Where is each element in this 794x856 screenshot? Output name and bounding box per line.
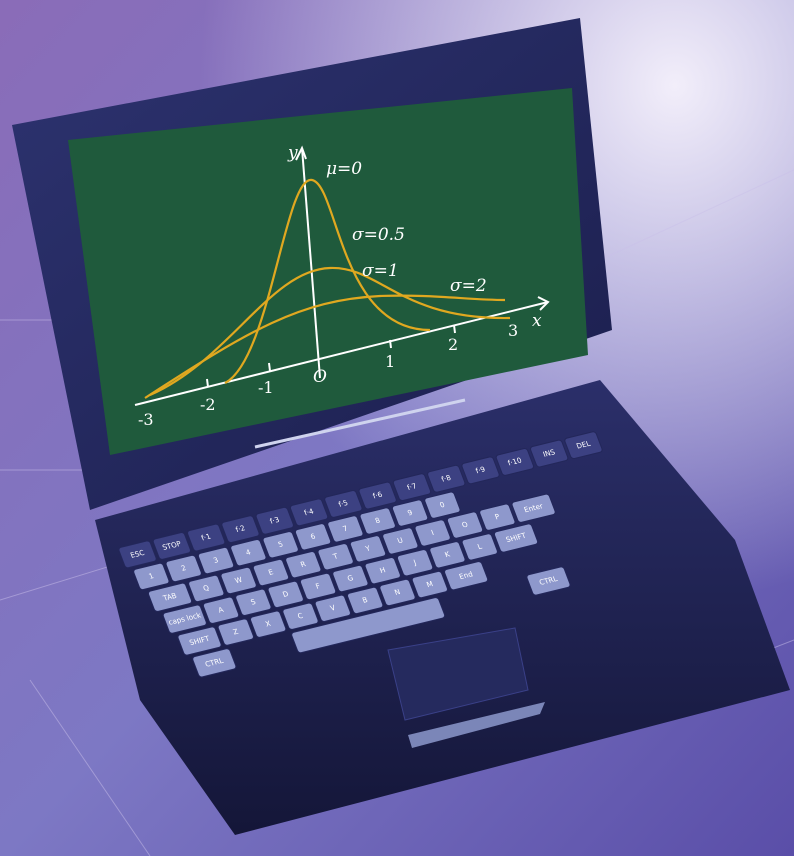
curve-label: σ=1	[362, 261, 399, 281]
x-tick-label: -1	[258, 378, 274, 397]
x-tick-label: -2	[200, 395, 216, 414]
x-axis-label: x	[532, 311, 542, 331]
x-tick-label: 1	[385, 352, 395, 371]
curve-label: σ=0.5	[352, 225, 405, 245]
y-axis-label: y	[287, 143, 298, 163]
origin-label: O	[313, 367, 327, 387]
curve-label: μ=0	[326, 159, 362, 179]
x-tick-label: -3	[138, 410, 154, 429]
x-tick-label: 3	[508, 321, 518, 340]
x-tick-label: 2	[448, 335, 458, 354]
curve-label: σ=2	[450, 276, 487, 296]
photo: y x O μ=0 σ=0.5 σ=1 σ=2 -3 -2 -1 1 2 3 E…	[0, 0, 794, 856]
